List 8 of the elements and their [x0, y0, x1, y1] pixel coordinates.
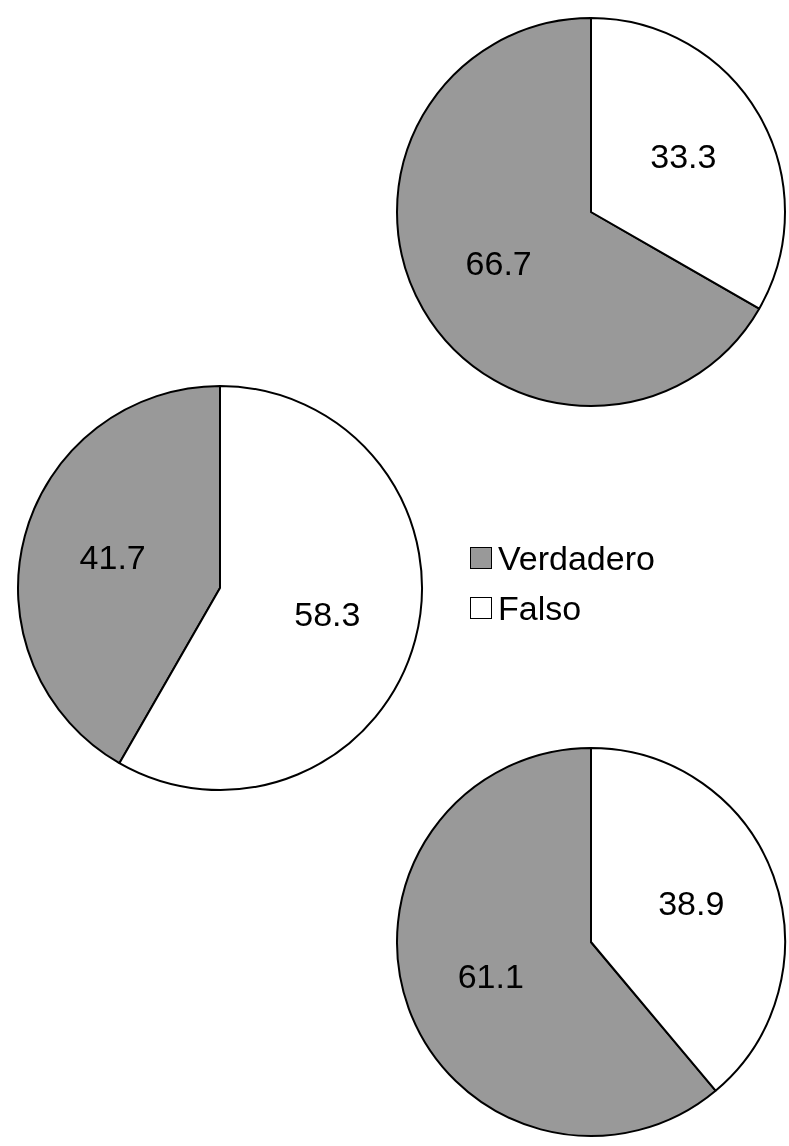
legend-label: Verdadero [498, 538, 655, 579]
data-label: 58.3 [294, 595, 361, 634]
data-label: 38.9 [658, 883, 725, 922]
data-label: 41.7 [79, 537, 146, 576]
data-label: 66.7 [465, 243, 532, 282]
data-label: 61.1 [457, 956, 524, 995]
legend-label: Falso [498, 588, 582, 629]
data-label: 33.3 [650, 136, 717, 175]
